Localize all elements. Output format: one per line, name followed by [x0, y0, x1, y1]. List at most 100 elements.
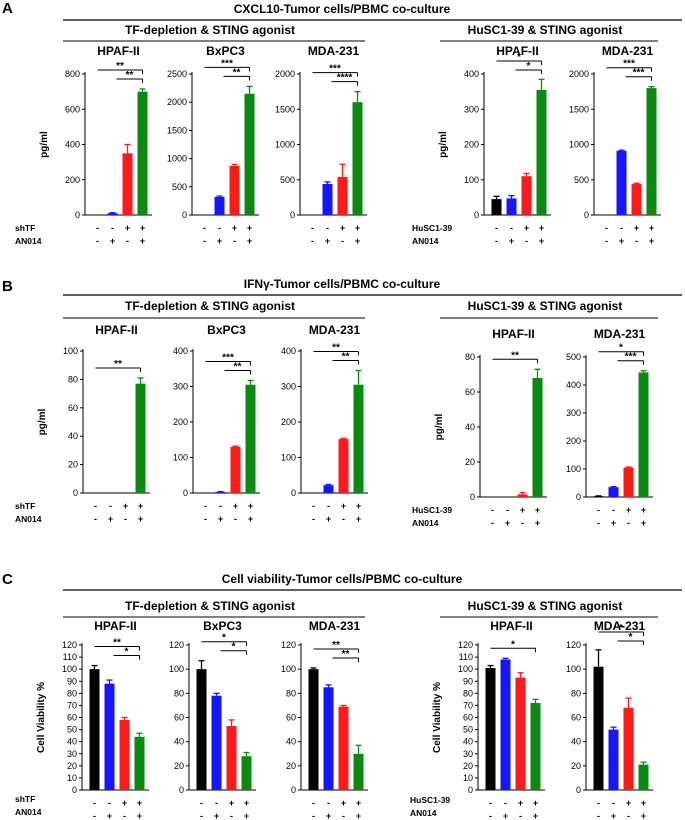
treatment-sign: + — [247, 236, 252, 246]
sig-label: * — [527, 61, 531, 72]
treatment-sign: - — [234, 514, 237, 524]
treatment-sign: + — [649, 236, 654, 246]
treatment-sign: - — [93, 811, 96, 820]
y-tick-label: 200 — [281, 417, 296, 427]
bar — [337, 176, 348, 215]
bar — [593, 496, 604, 497]
treatment-sign: - — [521, 518, 524, 528]
panel-title: MDA-231 — [594, 619, 646, 633]
y-tick-label: 0 — [182, 210, 187, 220]
row-label-c-tf-2: AN014 — [15, 807, 42, 817]
sig-label: ** — [126, 70, 134, 81]
y-tick-label: 0 — [75, 210, 80, 220]
y-tick-label: 80 — [571, 688, 581, 698]
y-tick-label: 2000 — [275, 69, 295, 79]
treatment-sign: + — [626, 798, 631, 808]
panel-title: HPAF-II — [94, 619, 136, 633]
sig-label: * — [517, 52, 521, 63]
treatment-sign: - — [96, 223, 99, 233]
y-tick-label: 2000 — [167, 97, 187, 107]
bar — [122, 153, 133, 215]
y-tick-label: 60 — [463, 713, 473, 723]
treatment-sign: + — [611, 811, 616, 820]
sig-label: **** — [337, 73, 353, 84]
y-tick-label: 100 — [566, 464, 581, 474]
sig-label: ** — [116, 61, 124, 72]
treatment-sign: - — [203, 236, 206, 246]
bar — [623, 707, 634, 790]
y-tick-label: 80 — [465, 352, 475, 362]
treatment-sign: - — [605, 236, 608, 246]
sig-label: * — [511, 639, 515, 650]
bar — [107, 213, 118, 215]
treatment-sign: + — [355, 223, 360, 233]
treatment-sign: - — [510, 223, 513, 233]
treatment-sign: - — [342, 514, 345, 524]
y-tick-label: 300 — [464, 104, 479, 114]
sig-label: * — [629, 632, 633, 643]
sig-label: *** — [222, 352, 234, 363]
y-tick-label: 0 — [576, 492, 581, 502]
y-tick-label: 200 — [464, 140, 479, 150]
group-title-b-tf: TF-depletion & STING agonist — [125, 299, 295, 313]
treatment-sign: + — [356, 811, 361, 820]
bar — [608, 487, 619, 497]
treatment-sign: - — [597, 505, 600, 515]
treatment-sign: - — [597, 811, 600, 820]
treatment-sign: - — [200, 811, 203, 820]
treatment-sign: + — [619, 236, 624, 246]
y-tick-label: 500 — [172, 182, 187, 192]
treatment-sign: - — [491, 505, 494, 515]
row-label-a-husc-1: HuSC1-39 — [412, 223, 452, 233]
panel-title: MDA-231 — [309, 619, 361, 633]
bar — [608, 729, 619, 790]
treatment-sign: - — [341, 236, 344, 246]
treatment-sign: + — [520, 505, 525, 515]
y-tick-label: 1500 — [275, 104, 295, 114]
treatment-sign: + — [125, 223, 130, 233]
chart-panel: HPAF-II 0 100 200 300 400 pg/ml - - + + - + - + * * — [438, 44, 551, 246]
panel-title: HPAF-II — [496, 44, 538, 58]
treatment-sign: + — [509, 236, 514, 246]
y-tick-label: 80 — [68, 374, 78, 384]
treatment-sign: + — [247, 223, 252, 233]
y-tick-label: 400 — [566, 380, 581, 390]
sig-label: * — [125, 647, 129, 658]
chart-panel: BxPC3 0 20 40 60 80 100 120 - - + + - + - + * * — [169, 619, 256, 820]
y-tick-label: 20 — [67, 761, 77, 771]
bar — [308, 669, 319, 790]
treatment-sign: - — [342, 811, 345, 820]
chart-panel: MDA-231 0 100 200 300 400 - - + + - + - + **** — [281, 323, 368, 524]
sig-label: *** — [633, 68, 645, 79]
y-tick-label: 90 — [463, 676, 473, 686]
bar — [196, 669, 207, 790]
sig-label: ** — [511, 350, 519, 361]
y-tick-label: 80 — [174, 688, 184, 698]
treatment-sign: - — [233, 236, 236, 246]
chart-panel: HPAF-II 0 10 20 30 40 50 60 70 80 90 100 110 120 Cell … — [432, 619, 545, 820]
bar — [616, 150, 627, 215]
bar — [353, 384, 364, 493]
bar — [323, 485, 334, 493]
treatment-sign: + — [214, 811, 219, 820]
treatment-sign: + — [356, 798, 361, 808]
treatment-sign: + — [229, 798, 234, 808]
treatment-sign: - — [311, 236, 314, 246]
treatment-sign: - — [204, 514, 207, 524]
y-tick-label: 300 — [566, 408, 581, 418]
treatment-sign: + — [326, 811, 331, 820]
bar — [623, 467, 634, 497]
y-tick-label: 1000 — [569, 140, 589, 150]
y-tick-label: 60 — [174, 713, 184, 723]
section-letter-a: A — [2, 0, 13, 17]
y-axis-label: Cell Viability % — [36, 682, 47, 753]
y-tick-label: 500 — [574, 175, 589, 185]
bar — [119, 719, 130, 790]
y-tick-label: 300 — [173, 382, 188, 392]
sig-label: *** — [625, 352, 637, 363]
section-title-a: CXCL10-Tumor cells/PBMC co-culture — [234, 2, 451, 16]
bar — [593, 666, 604, 790]
y-tick-label: 100 — [458, 664, 473, 674]
bar — [230, 446, 241, 493]
